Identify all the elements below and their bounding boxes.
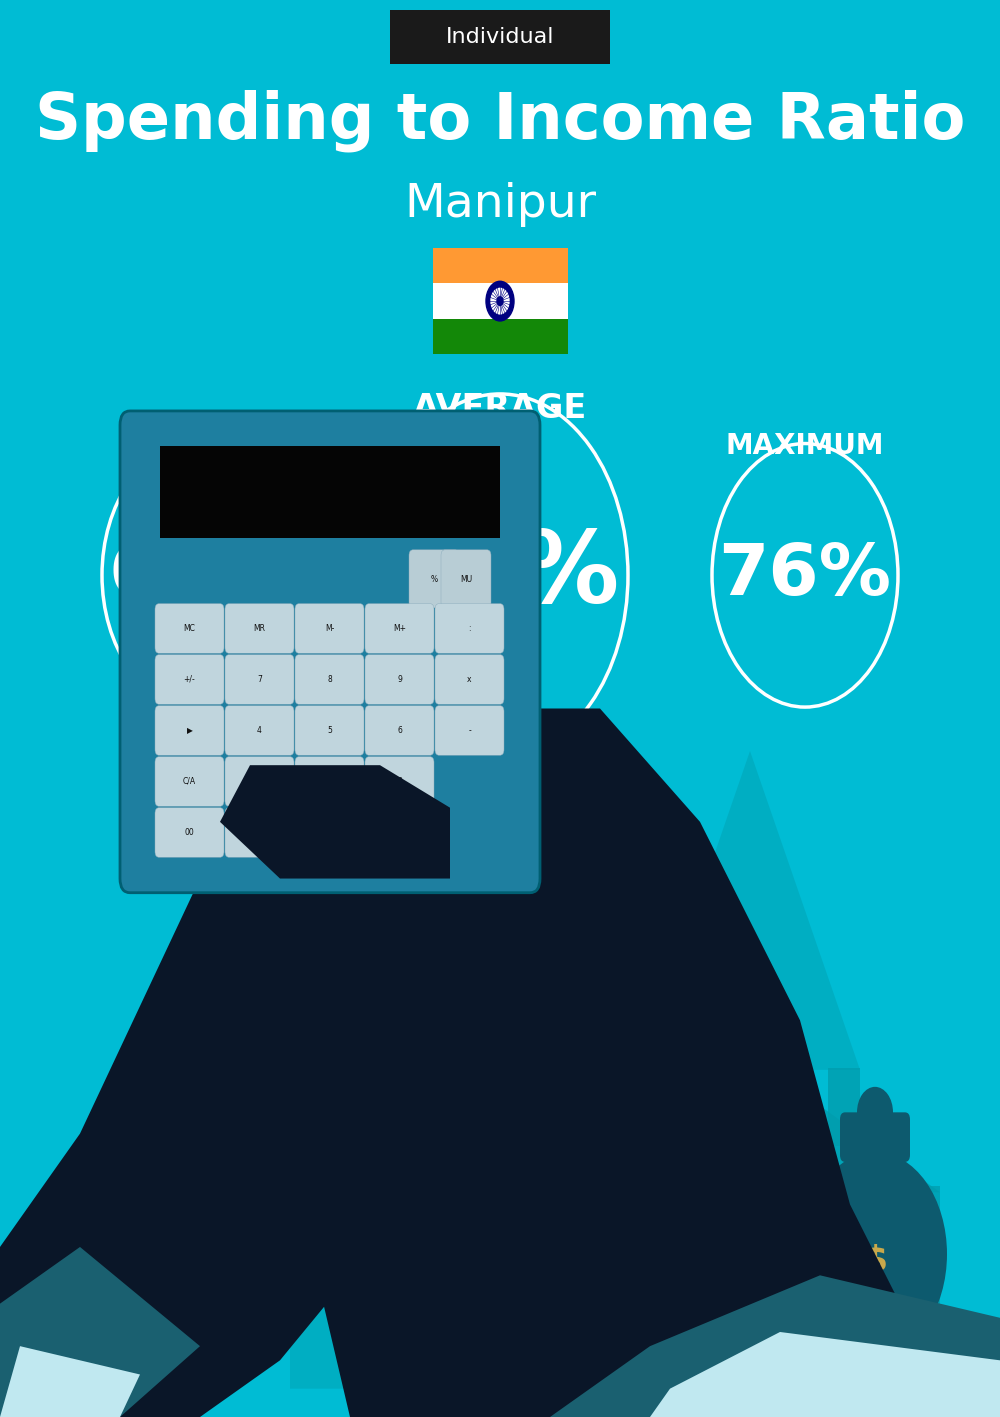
FancyBboxPatch shape (225, 604, 294, 653)
FancyBboxPatch shape (295, 706, 364, 755)
FancyBboxPatch shape (155, 706, 224, 755)
FancyBboxPatch shape (225, 706, 294, 755)
Text: 8: 8 (327, 674, 332, 684)
FancyBboxPatch shape (365, 757, 434, 806)
FancyBboxPatch shape (435, 655, 504, 704)
FancyBboxPatch shape (432, 319, 568, 354)
FancyBboxPatch shape (680, 1359, 820, 1372)
Polygon shape (620, 1077, 940, 1192)
FancyBboxPatch shape (295, 808, 364, 857)
Circle shape (736, 1192, 844, 1345)
Circle shape (497, 296, 503, 305)
Text: .: . (258, 828, 261, 837)
Polygon shape (650, 1332, 1000, 1417)
FancyBboxPatch shape (432, 283, 568, 319)
Text: 1: 1 (257, 777, 262, 786)
FancyBboxPatch shape (155, 808, 224, 857)
Text: 6: 6 (397, 726, 402, 735)
FancyBboxPatch shape (295, 604, 364, 653)
FancyBboxPatch shape (160, 446, 500, 538)
FancyBboxPatch shape (365, 706, 434, 755)
Polygon shape (280, 708, 1000, 1417)
Text: $: $ (781, 1264, 799, 1287)
FancyBboxPatch shape (295, 655, 364, 704)
FancyBboxPatch shape (435, 604, 504, 653)
Text: AVERAGE: AVERAGE (413, 391, 587, 425)
FancyBboxPatch shape (680, 1274, 820, 1287)
Text: 63%: 63% (108, 541, 282, 609)
FancyBboxPatch shape (828, 1067, 860, 1145)
FancyBboxPatch shape (680, 1291, 820, 1304)
Text: 5: 5 (327, 726, 332, 735)
Text: ▶: ▶ (187, 726, 192, 735)
Text: 9: 9 (397, 674, 402, 684)
FancyBboxPatch shape (365, 655, 434, 704)
Polygon shape (220, 765, 450, 879)
Text: 76%: 76% (718, 541, 892, 609)
Circle shape (486, 281, 514, 320)
FancyBboxPatch shape (155, 655, 224, 704)
FancyBboxPatch shape (409, 550, 459, 608)
FancyBboxPatch shape (620, 1186, 940, 1389)
Text: $: $ (862, 1244, 888, 1278)
FancyBboxPatch shape (840, 1112, 910, 1162)
FancyBboxPatch shape (435, 706, 504, 755)
FancyBboxPatch shape (761, 1159, 819, 1199)
Text: Manipur: Manipur (404, 181, 596, 227)
FancyBboxPatch shape (441, 550, 491, 608)
Polygon shape (0, 1247, 200, 1417)
FancyBboxPatch shape (680, 1342, 820, 1355)
FancyBboxPatch shape (120, 411, 540, 893)
Text: x: x (467, 674, 472, 684)
Circle shape (857, 1087, 893, 1138)
Text: %: % (430, 575, 438, 584)
Text: 3: 3 (397, 777, 402, 786)
FancyBboxPatch shape (295, 757, 364, 806)
Polygon shape (220, 680, 520, 1389)
Text: 7: 7 (257, 674, 262, 684)
FancyBboxPatch shape (680, 1376, 820, 1389)
Text: -: - (468, 726, 471, 735)
FancyBboxPatch shape (225, 757, 294, 806)
Polygon shape (550, 1275, 1000, 1417)
Text: MC: MC (184, 623, 195, 633)
Text: M+: M+ (393, 623, 406, 633)
Text: 4: 4 (257, 726, 262, 735)
Text: :: : (468, 623, 471, 633)
FancyBboxPatch shape (155, 604, 224, 653)
FancyBboxPatch shape (432, 248, 568, 283)
Text: MR: MR (254, 623, 266, 633)
FancyBboxPatch shape (754, 1270, 806, 1389)
Polygon shape (0, 1346, 140, 1417)
FancyBboxPatch shape (155, 757, 224, 806)
Circle shape (803, 1152, 947, 1356)
FancyBboxPatch shape (390, 10, 610, 64)
Text: MINIMUM: MINIMUM (120, 432, 270, 461)
FancyBboxPatch shape (680, 1325, 820, 1338)
Text: +/-: +/- (184, 674, 195, 684)
Text: Spending to Income Ratio: Spending to Income Ratio (35, 89, 965, 152)
Text: Individual: Individual (446, 27, 554, 47)
FancyBboxPatch shape (365, 604, 434, 653)
FancyBboxPatch shape (225, 808, 294, 857)
FancyBboxPatch shape (680, 1257, 820, 1270)
Polygon shape (640, 751, 860, 1389)
Text: M-: M- (325, 623, 334, 633)
FancyBboxPatch shape (680, 1308, 820, 1321)
Text: MU: MU (460, 575, 472, 584)
Text: 00: 00 (185, 828, 194, 837)
Text: 0: 0 (327, 828, 332, 837)
Text: C/A: C/A (183, 777, 196, 786)
Text: 2: 2 (327, 777, 332, 786)
FancyBboxPatch shape (225, 655, 294, 704)
Text: 69%: 69% (380, 527, 620, 623)
Polygon shape (0, 794, 500, 1417)
Text: MAXIMUM: MAXIMUM (726, 432, 884, 461)
Circle shape (491, 289, 509, 313)
